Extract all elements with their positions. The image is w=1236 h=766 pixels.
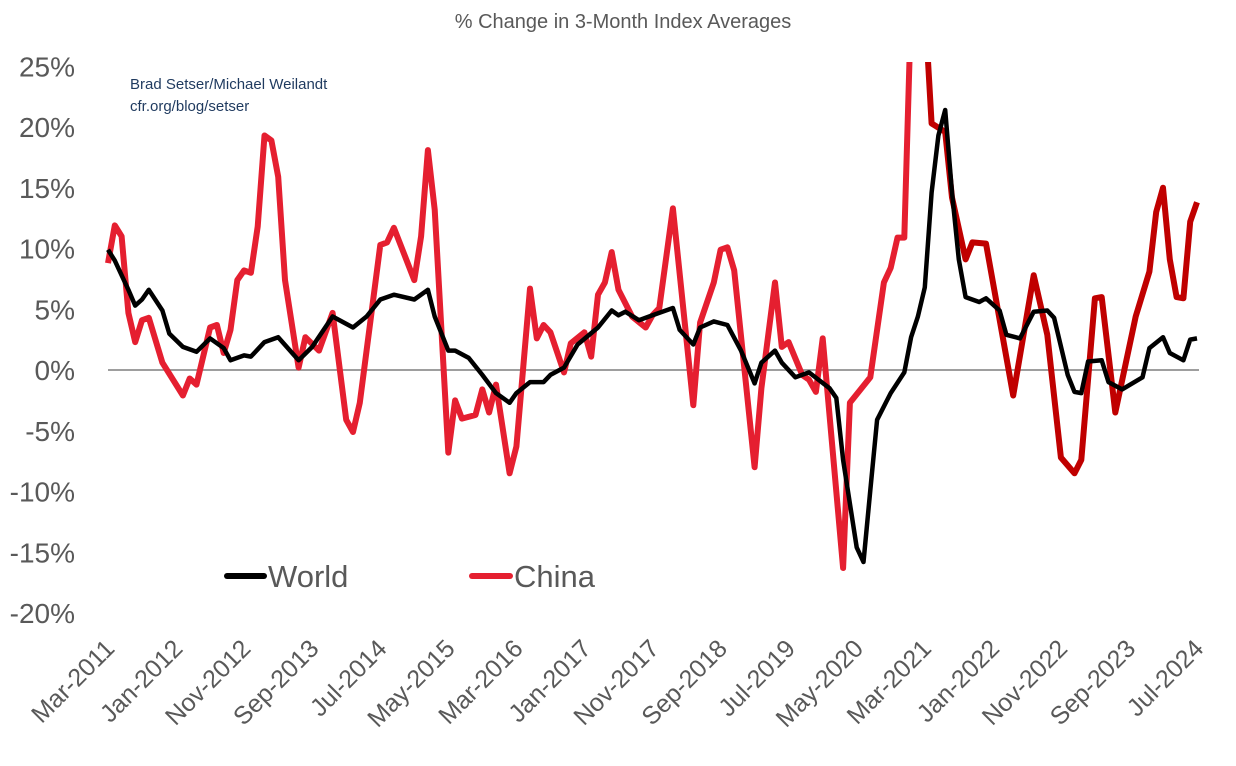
y-tick-label: 10% [19, 234, 75, 265]
y-tick-label: 5% [35, 294, 75, 325]
y-tick-label: 0% [35, 355, 75, 386]
legend-world-label: World [268, 559, 348, 594]
legend: World China [224, 559, 596, 594]
attribution-author: Brad Setser/Michael Weilandt [130, 76, 328, 93]
x-axis: Mar-2011Jan-2012Nov-2012Sep-2013Jul-2014… [26, 634, 1209, 732]
series-china-line [105, 62, 913, 571]
y-axis: -20% -15% -10% -5% 0% 5% 10% 15% 20% 25% [10, 51, 75, 629]
attribution-url: cfr.org/blog/setser [130, 98, 249, 115]
series-china-line-recent [925, 62, 1200, 477]
series-group [105, 62, 1200, 571]
y-tick-label: -15% [10, 537, 75, 568]
y-tick-label: -20% [10, 598, 75, 629]
series-world-line [106, 107, 1198, 565]
y-tick-label: -10% [10, 477, 75, 508]
y-tick-label: 20% [19, 112, 75, 143]
y-tick-label: 25% [19, 51, 75, 82]
x-tick-label: Jul-2024 [1122, 634, 1210, 722]
y-tick-label: -5% [25, 416, 75, 447]
y-tick-label: 15% [19, 173, 75, 204]
chart-title: % Change in 3-Month Index Averages [455, 11, 792, 33]
legend-china-label: China [514, 559, 596, 594]
